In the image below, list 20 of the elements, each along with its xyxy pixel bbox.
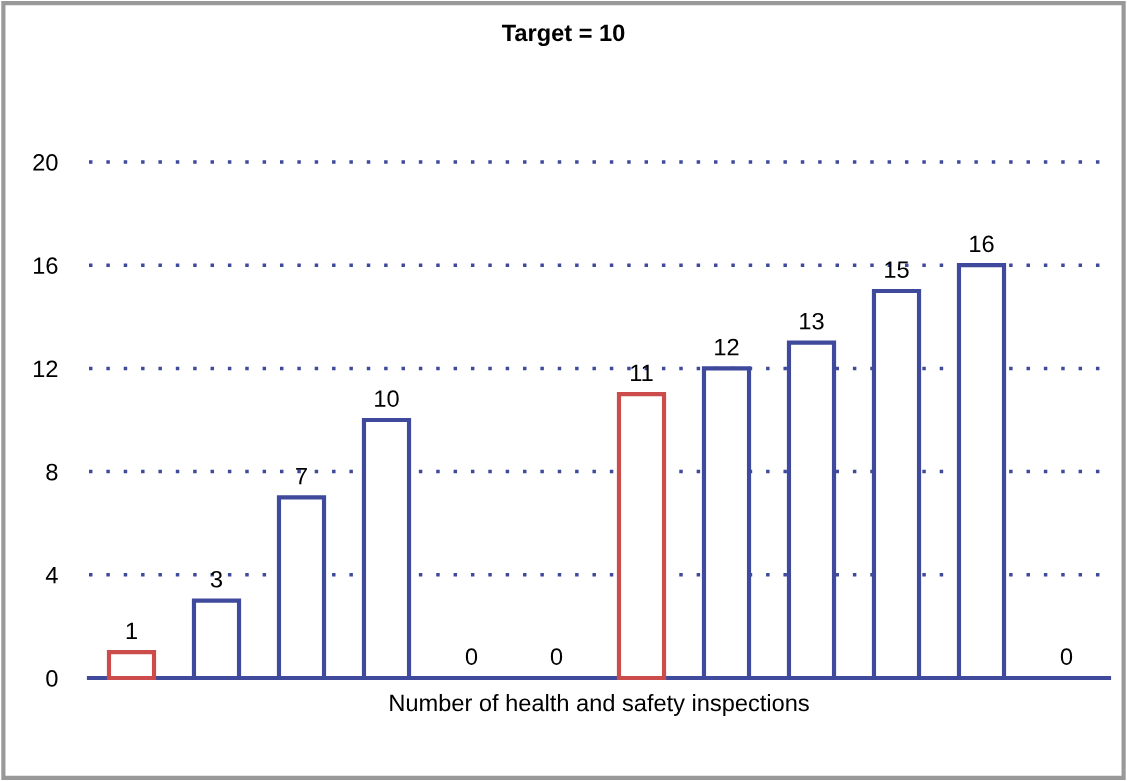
y-tick-label: 12 — [33, 360, 58, 377]
y-tick-label: 16 — [33, 257, 58, 274]
data-label: 0 — [1060, 648, 1073, 665]
data-label: 13 — [800, 312, 824, 330]
data-label: 16 — [970, 235, 994, 253]
data-label: 11 — [631, 364, 653, 381]
y-tick-label: 20 — [33, 154, 58, 171]
data-label: 12 — [715, 338, 739, 356]
data-label: 3 — [210, 570, 223, 588]
y-tick-label: 8 — [46, 463, 58, 481]
data-label: 1 — [126, 622, 137, 639]
y-tick-label: 0 — [46, 670, 58, 687]
data-label: 0 — [550, 648, 563, 665]
data-label: 7 — [296, 467, 307, 485]
x-axis-title: Number of health and safety inspections — [390, 693, 809, 716]
chart-title: Target = 10 — [501, 24, 625, 46]
data-label: 10 — [375, 390, 399, 407]
y-tick-label: 4 — [45, 567, 58, 584]
data-label: 0 — [465, 648, 478, 665]
data-label: 15 — [885, 261, 909, 278]
